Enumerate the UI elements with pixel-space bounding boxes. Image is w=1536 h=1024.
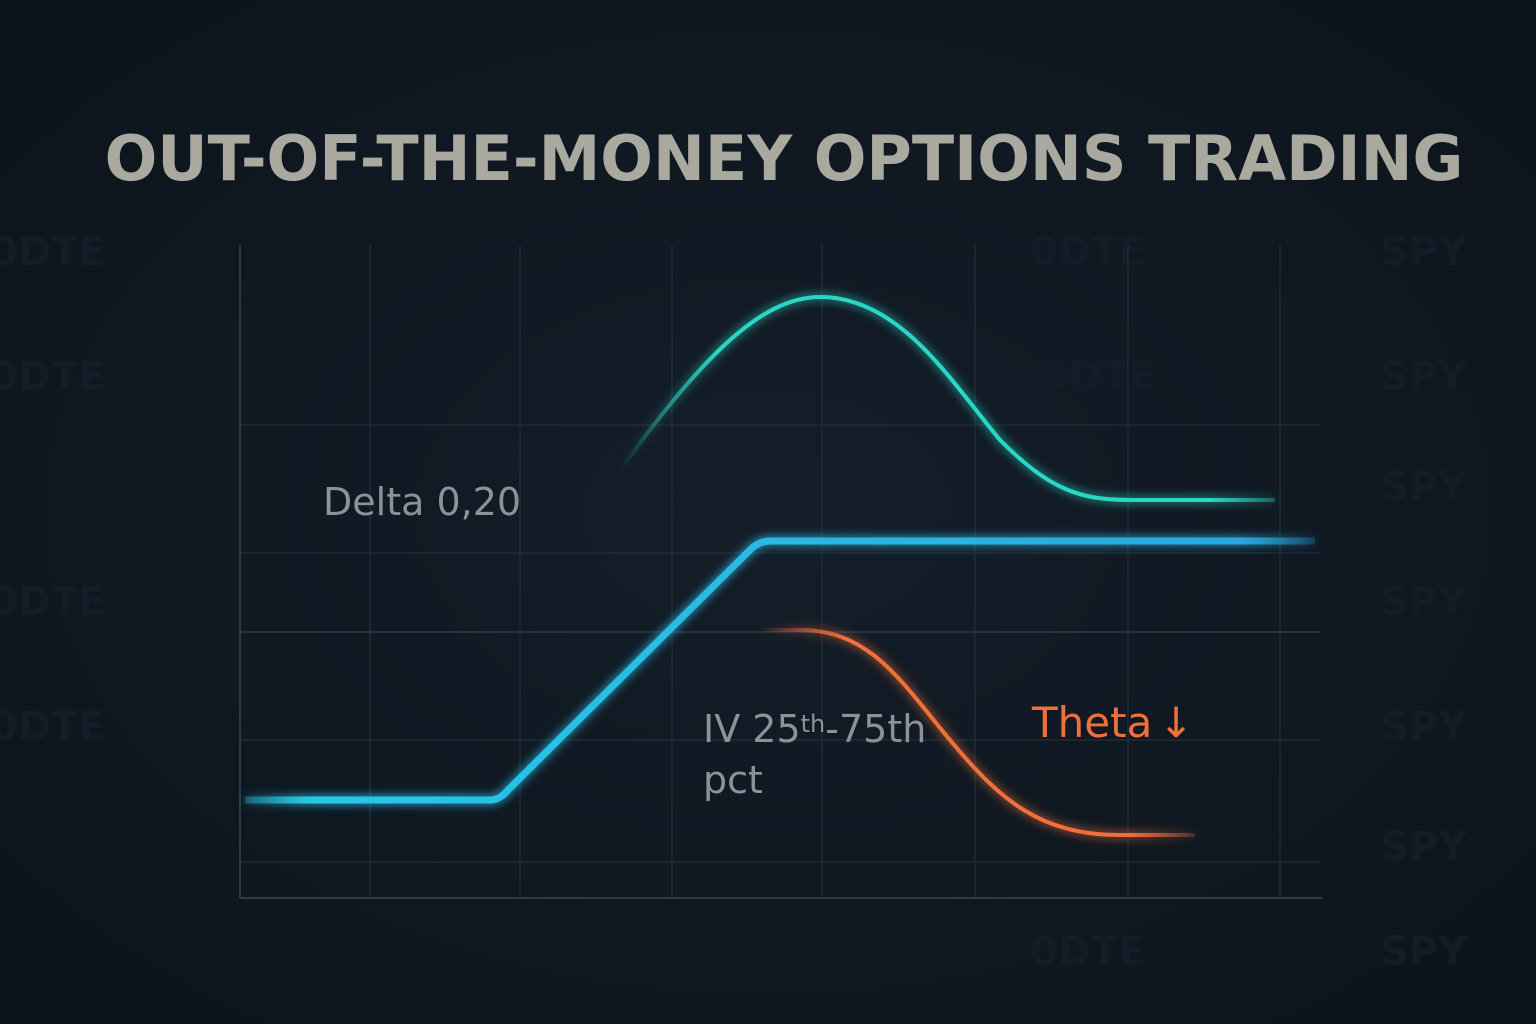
watermark-text: 0DTE xyxy=(1030,929,1146,975)
watermark-text: 0DTE xyxy=(0,579,106,625)
watermark-text: SPY xyxy=(1380,354,1468,400)
theta-arrow: ↓ xyxy=(1158,698,1193,747)
teal-curve xyxy=(618,294,1275,502)
watermark-text: SPY xyxy=(1380,579,1468,625)
iv-label: IV 25th-75th xyxy=(703,707,926,751)
watermark-text: 0DTE xyxy=(1030,229,1146,275)
watermark-text: SPY xyxy=(1380,464,1468,510)
watermark-text: SPY xyxy=(1380,704,1468,750)
iv-sup: th xyxy=(801,710,826,738)
grid xyxy=(239,245,1322,899)
watermark-text: SPY xyxy=(1380,824,1468,870)
watermark-text: 0DTE xyxy=(0,354,106,400)
watermark-text: SPY xyxy=(1380,929,1468,975)
delta-label: Delta 0,20 xyxy=(323,480,521,524)
blue-curve xyxy=(245,537,1315,804)
watermark-text: 0DTE xyxy=(0,229,106,275)
theta-text: Theta xyxy=(1031,698,1152,747)
watermark-text: 0DTE xyxy=(0,704,106,750)
iv-rest: -75th xyxy=(825,707,926,751)
watermark: 0DTE 0DTE 0DTE 0DTE SPY SPY SPY SPY SPY SPY SPY 0DT… xyxy=(0,229,1468,975)
iv-main: IV 25 xyxy=(703,707,801,751)
theta-label: Theta ↓ xyxy=(1031,698,1194,747)
iv-label-line2: pct xyxy=(703,758,763,802)
orange-curve xyxy=(760,628,1195,837)
watermark-text: 0DTE xyxy=(1040,354,1156,400)
watermark-text: SPY xyxy=(1380,229,1468,275)
title: OUT-OF-THE-MONEY OPTIONS TRADING xyxy=(105,122,1464,195)
